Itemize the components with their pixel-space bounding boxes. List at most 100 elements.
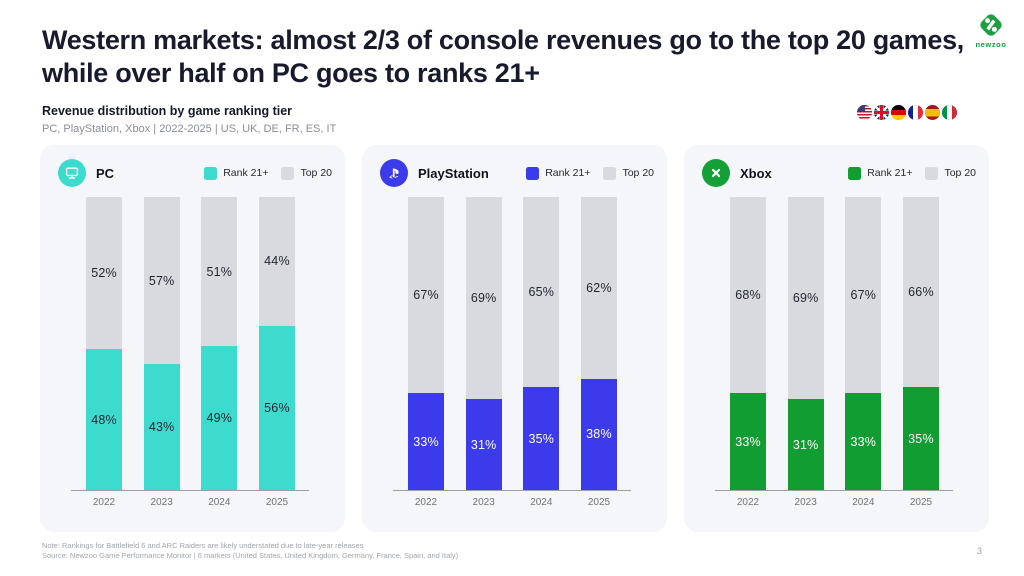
- panel-pc: PC Rank 21+ Top 20 52% 48% 57% 43% 51% 49% 44%…: [40, 145, 345, 532]
- segment-rank21-2022: 33%: [730, 393, 766, 490]
- x-tick-2025: 2025: [909, 497, 933, 508]
- newzoo-logo-text: newzoo: [975, 40, 1007, 49]
- bar-2022: 68% 33%: [730, 197, 766, 490]
- legend-swatch-rank21: [526, 166, 540, 180]
- legend: Rank 21+ Top 20: [526, 166, 654, 180]
- legend-swatch-rank21: [848, 166, 862, 180]
- legend-label-rank21: Rank 21+: [223, 167, 269, 179]
- segment-top20-2022: 67%: [408, 197, 444, 394]
- page-number: 3: [976, 546, 982, 556]
- x-axis-labels: 2022 2023 2024 2025: [86, 497, 295, 508]
- value-label-top20: 44%: [264, 254, 290, 269]
- value-label-rank21: 33%: [735, 434, 761, 449]
- bar-2024: 65% 35%: [523, 197, 560, 490]
- x-tick-2023: 2023: [472, 497, 495, 508]
- panel-title: PlayStation: [418, 165, 489, 181]
- value-label-rank21: 31%: [792, 437, 819, 452]
- value-label-top20: 52%: [91, 266, 117, 281]
- chart-scope: PC, PlayStation, Xbox | 2022-2025 | US, …: [42, 123, 337, 135]
- segment-top20-2025: 44%: [258, 197, 295, 326]
- segment-top20-2024: 51%: [201, 197, 238, 347]
- bar-2024: 67% 33%: [845, 197, 882, 490]
- x-tick-2022: 2022: [414, 497, 438, 508]
- segment-top20-2024: 65%: [523, 197, 560, 388]
- legend-swatch-top20: [281, 166, 295, 180]
- segment-top20-2024: 67%: [845, 197, 882, 394]
- xbox-icon: [702, 159, 730, 187]
- newzoo-logo: newzoo: [968, 8, 1014, 49]
- newzoo-logo-icon: [980, 14, 1002, 36]
- bar-2024: 51% 49%: [201, 197, 238, 490]
- segment-rank21-2025: 35%: [902, 387, 939, 490]
- pc-monitor-icon: [58, 159, 86, 187]
- playstation-icon: [380, 159, 408, 187]
- bar-chart-pc: 52% 48% 57% 43% 51% 49% 44% 56%: [86, 197, 295, 490]
- x-tick-2023: 2023: [150, 497, 173, 508]
- segment-rank21-2025: 38%: [580, 378, 617, 490]
- panel-xbox-header: Xbox Rank 21+ Top 20: [702, 158, 976, 188]
- flag-es-icon: [925, 105, 940, 120]
- value-label-rank21: 35%: [908, 431, 934, 446]
- panel-pc-header: PC Rank 21+ Top 20: [58, 158, 332, 188]
- value-label-rank21: 48%: [91, 412, 117, 427]
- value-label-rank21: 49%: [206, 411, 233, 426]
- segment-top20-2025: 62%: [580, 197, 617, 379]
- page-title-line1: Western markets: almost 2/3 of console r…: [42, 25, 964, 55]
- segment-rank21-2023: 43%: [143, 364, 180, 490]
- footnote-source: Source: Newzoo Game Performance Monitor …: [42, 551, 459, 560]
- panel-title: PC: [96, 165, 115, 181]
- segment-top20-2022: 52%: [86, 197, 122, 350]
- bar-chart-xbox: 68% 33% 69% 31% 67% 33% 66% 35%: [730, 197, 939, 490]
- segment-top20-2023: 57%: [143, 197, 180, 364]
- value-label-top20: 67%: [850, 288, 877, 303]
- segment-rank21-2022: 33%: [408, 393, 444, 490]
- legend: Rank 21+ Top 20: [848, 166, 976, 180]
- bar-2025: 44% 56%: [258, 197, 295, 490]
- segment-rank21-2023: 31%: [465, 399, 502, 490]
- flags-row: [857, 105, 957, 120]
- page-title-line2: while over half on PC goes to ranks 21+: [42, 58, 540, 88]
- bar-2025: 62% 38%: [580, 197, 617, 490]
- value-label-top20: 66%: [908, 285, 934, 300]
- value-label-rank21: 31%: [470, 437, 497, 452]
- legend-swatch-top20: [925, 166, 939, 180]
- value-label-top20: 62%: [586, 280, 612, 295]
- legend-swatch-rank21: [204, 166, 218, 180]
- legend-label-top20: Top 20: [944, 167, 976, 179]
- x-tick-2025: 2025: [587, 497, 611, 508]
- value-label-top20: 69%: [792, 291, 819, 306]
- x-tick-2024: 2024: [208, 497, 231, 508]
- x-axis-line: [71, 490, 309, 491]
- legend: Rank 21+ Top 20: [204, 166, 332, 180]
- x-tick-2023: 2023: [794, 497, 817, 508]
- value-label-rank21: 35%: [528, 431, 555, 446]
- value-label-top20: 51%: [206, 264, 233, 279]
- x-axis-labels: 2022 2023 2024 2025: [730, 497, 939, 508]
- bar-chart-playstation: 67% 33% 69% 31% 65% 35% 62% 38%: [408, 197, 617, 490]
- flag-de-icon: [891, 105, 906, 120]
- segment-top20-2023: 69%: [787, 197, 824, 400]
- flag-us-icon: [857, 105, 872, 120]
- page-title: Western markets: almost 2/3 of console r…: [42, 24, 977, 90]
- segment-rank21-2024: 49%: [201, 346, 238, 490]
- segment-rank21-2023: 31%: [787, 399, 824, 490]
- segment-top20-2023: 69%: [465, 197, 502, 400]
- panel-playstation-header: PlayStation Rank 21+ Top 20: [380, 158, 654, 188]
- segment-top20-2022: 68%: [730, 197, 766, 394]
- bar-2023: 69% 31%: [465, 197, 502, 490]
- flag-uk-icon: [874, 105, 889, 120]
- value-label-top20: 69%: [470, 291, 497, 306]
- value-label-top20: 67%: [413, 288, 439, 303]
- segment-top20-2025: 66%: [902, 197, 939, 388]
- legend-label-top20: Top 20: [622, 167, 654, 179]
- value-label-top20: 68%: [735, 288, 761, 303]
- bar-2023: 69% 31%: [787, 197, 824, 490]
- segment-rank21-2022: 48%: [86, 349, 122, 490]
- legend-label-top20: Top 20: [300, 167, 332, 179]
- panels-row: PC Rank 21+ Top 20 52% 48% 57% 43% 51% 49% 44%…: [40, 145, 989, 532]
- footnotes: Note: Rankings for Battlefield 6 and ARC…: [42, 541, 458, 561]
- value-label-rank21: 56%: [264, 400, 290, 415]
- bar-2023: 57% 43%: [143, 197, 180, 490]
- x-tick-2024: 2024: [530, 497, 553, 508]
